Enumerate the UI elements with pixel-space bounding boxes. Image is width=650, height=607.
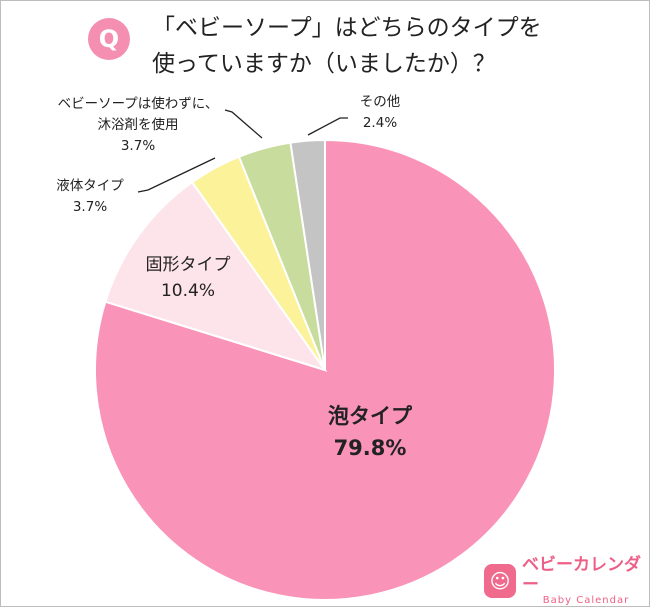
slice-name-bath-agent-2: 沐浴剤を使用 [97, 117, 179, 133]
baby-calendar-logo-icon: ☺ [484, 564, 516, 598]
slice-label-foam: 泡タイプ 79.8% [300, 400, 440, 464]
leader-line-other [307, 117, 348, 136]
slice-value-foam: 79.8% [333, 436, 407, 460]
slice-value-liquid: 3.7% [72, 199, 108, 215]
leader-line-bath-agent [224, 109, 263, 139]
slice-value-bath-agent: 3.7% [120, 138, 156, 154]
baby-calendar-logo: ☺ ベビーカレンダー Baby Calendar [484, 555, 650, 607]
slice-name-solid: 固形タイプ [145, 255, 231, 275]
logo-name: ベビーカレンダー [522, 555, 641, 595]
slice-label-solid: 固形タイプ 10.4% [118, 252, 258, 304]
pie-slice-other [289, 138, 326, 371]
slice-name-foam: 泡タイプ [328, 404, 412, 428]
slice-label-liquid: 液体タイプ 3.7% [30, 176, 150, 218]
slice-name-liquid: 液体タイプ [56, 178, 124, 194]
logo-sub: Baby Calendar [542, 595, 630, 606]
slice-label-bath-agent: ベビーソープは使わずに、 沐浴剤を使用 3.7% [28, 94, 248, 157]
slice-name-bath-agent-1: ベビーソープは使わずに、 [57, 96, 219, 112]
pie-slice-solid [104, 180, 328, 372]
slice-value-solid: 10.4% [160, 281, 215, 301]
leader-line-liquid [137, 157, 216, 193]
question-line-1: 「ベビーソープ」はどちらのタイプを [152, 15, 542, 41]
slice-label-other: その他 2.4% [340, 92, 420, 134]
question-text: 「ベビーソープ」はどちらのタイプを 使っていますか（いましたか）？ [152, 10, 592, 82]
slice-name-other: その他 [359, 94, 401, 110]
slice-value-other: 2.4% [362, 115, 398, 131]
question-line-2: 使っていますか（いましたか）？ [152, 51, 496, 77]
question-badge: Q [88, 18, 130, 60]
